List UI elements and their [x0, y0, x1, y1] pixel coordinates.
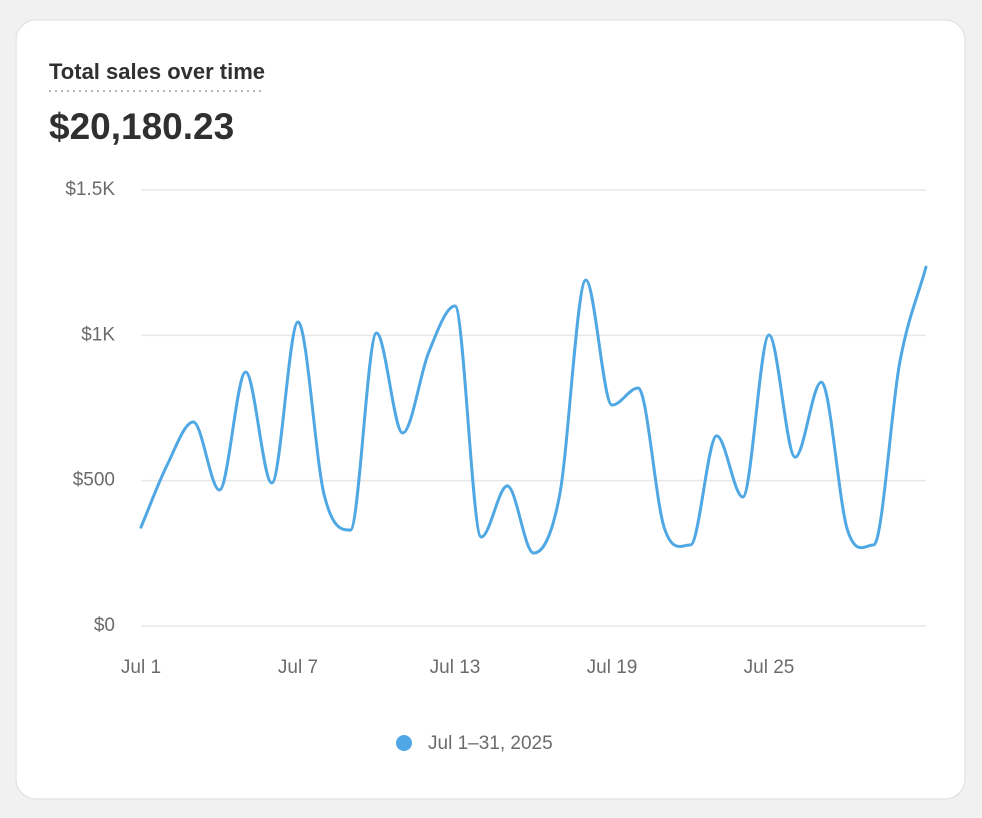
y-tick-label: $0 [94, 615, 115, 636]
y-tick-label: $1K [81, 324, 115, 345]
sales-line [139, 265, 928, 555]
x-tick-label: Jul 7 [278, 657, 318, 678]
legend-swatch [396, 735, 412, 751]
total-value: $20,180.23 [49, 106, 234, 147]
x-tick-label: Jul 1 [121, 657, 161, 678]
y-tick-label: $500 [73, 470, 115, 491]
x-tick-label: Jul 19 [587, 657, 638, 678]
legend-label: Jul 1–31, 2025 [428, 733, 553, 754]
card-title[interactable]: Total sales over time [49, 59, 265, 84]
card [15, 19, 966, 800]
x-tick-label: Jul 25 [744, 657, 795, 678]
x-tick-label: Jul 13 [430, 657, 481, 678]
y-tick-label: $1.5K [65, 179, 115, 200]
